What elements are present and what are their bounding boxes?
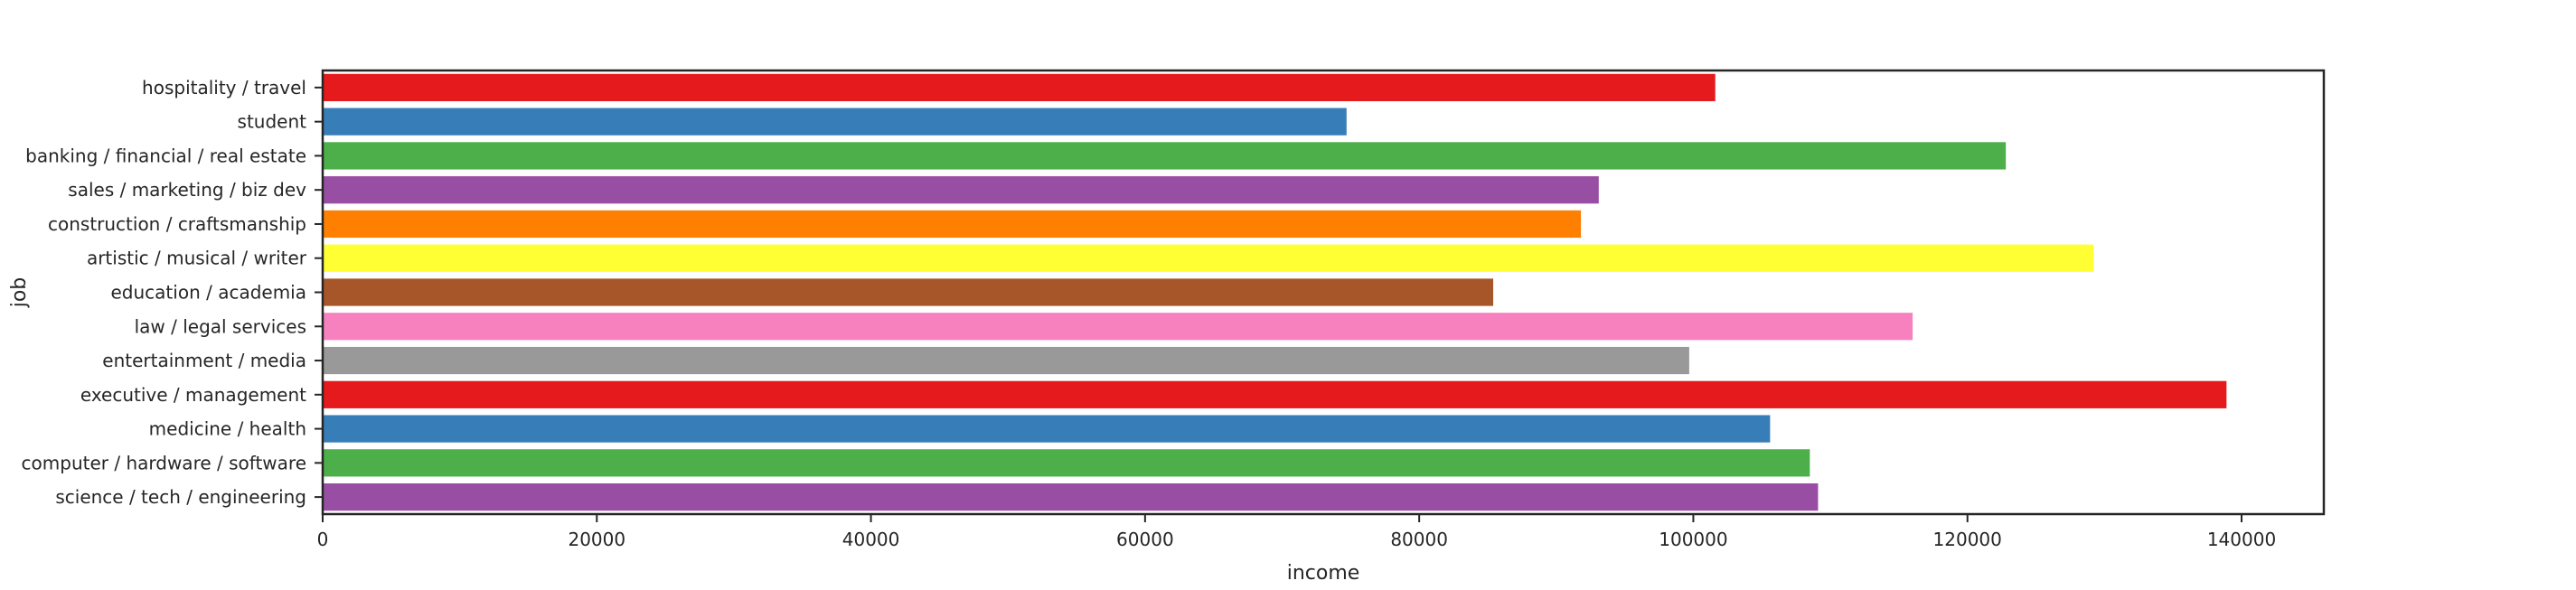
bar-11 bbox=[323, 449, 1810, 477]
x-tick-label: 140000 bbox=[2207, 529, 2276, 550]
x-tick-label: 100000 bbox=[1659, 529, 1727, 550]
bar-2 bbox=[323, 142, 2007, 170]
x-axis-ticks: 0 20000 40000 60000 80000 100000 120000 140000 bbox=[317, 514, 2276, 550]
x-tick-label: 0 bbox=[317, 529, 329, 550]
bar-12 bbox=[323, 483, 1819, 511]
y-tick-label: student bbox=[238, 111, 307, 133]
y-tick-label: sales / marketing / biz dev bbox=[68, 179, 306, 201]
bar-3 bbox=[323, 176, 1599, 204]
bar-4 bbox=[323, 210, 1582, 239]
bar-8 bbox=[323, 346, 1689, 375]
bar-10 bbox=[323, 415, 1771, 443]
x-tick-label: 40000 bbox=[842, 529, 900, 550]
y-tick-label: executive / management bbox=[80, 384, 306, 406]
x-tick-label: 120000 bbox=[1933, 529, 2002, 550]
y-tick-label: entertainment / media bbox=[102, 350, 306, 371]
y-tick-label: law / legal services bbox=[135, 315, 306, 337]
x-tick-label: 20000 bbox=[568, 529, 625, 550]
y-tick-label: artistic / musical / writer bbox=[87, 248, 307, 269]
y-tick-label: science / tech / engineering bbox=[55, 486, 306, 508]
bars-layer bbox=[323, 73, 2227, 511]
bar-6 bbox=[323, 278, 1494, 306]
y-tick-label: banking / financial / real estate bbox=[25, 145, 306, 166]
y-tick-label: hospitality / travel bbox=[142, 77, 306, 98]
bar-9 bbox=[323, 380, 2227, 408]
bar-1 bbox=[323, 108, 1347, 136]
y-tick-label: education / academia bbox=[111, 282, 307, 304]
bar-0 bbox=[323, 73, 1716, 101]
y-tick-label: medicine / health bbox=[149, 418, 306, 440]
y-axis-ticks: hospitality / travel student banking / fin… bbox=[22, 77, 323, 508]
x-axis-label: income bbox=[1287, 562, 1360, 585]
y-tick-label: computer / hardware / software bbox=[22, 452, 306, 473]
y-axis-label: job bbox=[8, 277, 31, 309]
bar-7 bbox=[323, 313, 1913, 341]
x-tick-label: 80000 bbox=[1390, 529, 1448, 550]
bar-5 bbox=[323, 244, 2094, 272]
y-tick-label: construction / craftsmanship bbox=[48, 213, 306, 235]
x-tick-label: 60000 bbox=[1116, 529, 1174, 550]
